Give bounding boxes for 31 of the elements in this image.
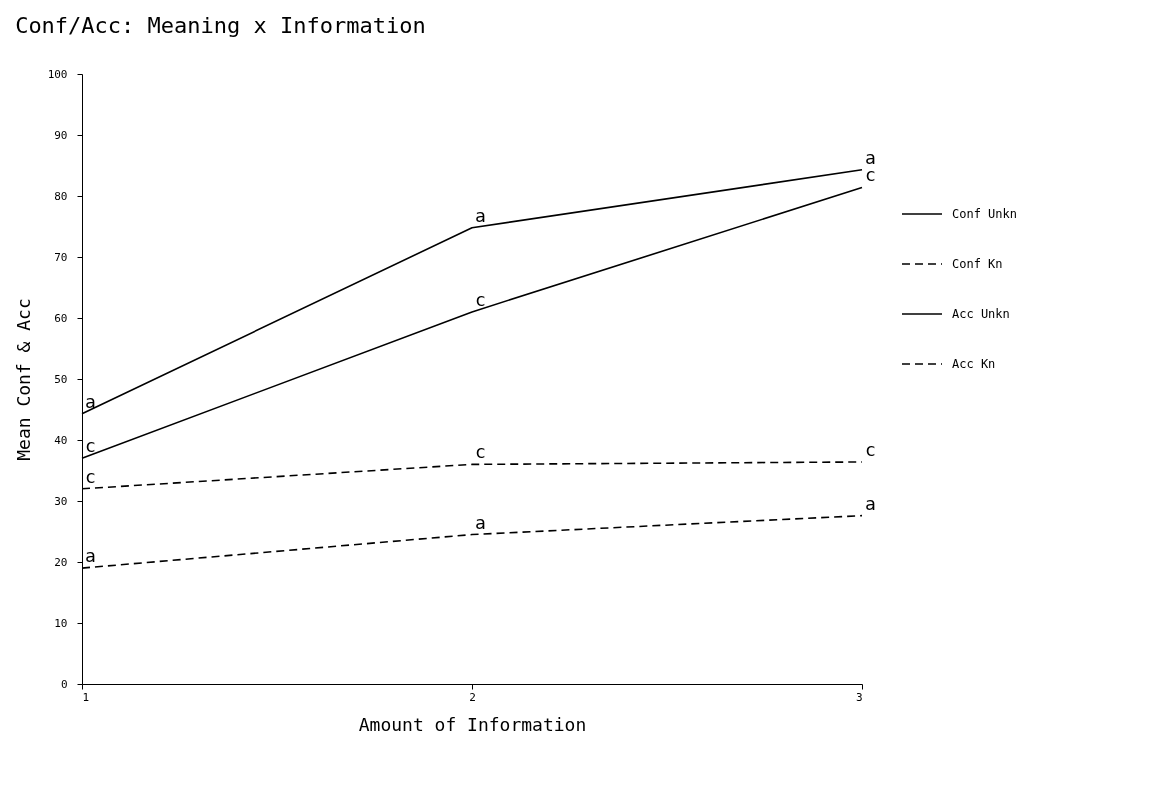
- annotation: c: [475, 288, 486, 310]
- legend-label: Acc Kn: [952, 357, 996, 371]
- y-tick-label: 100: [47, 67, 68, 81]
- y-tick-label: 70: [54, 250, 68, 264]
- y-tick-label: 60: [54, 311, 68, 325]
- annotation: a: [865, 492, 876, 514]
- y-tick-label: 10: [54, 616, 68, 630]
- legend-label: Acc Unkn: [952, 307, 1010, 321]
- annotation: a: [475, 204, 486, 226]
- annotation: a: [85, 545, 96, 567]
- x-tick-label: 1: [82, 690, 90, 704]
- annotation: a: [475, 511, 486, 533]
- y-tick-label: 20: [54, 555, 68, 569]
- y-axis-title: Mean Conf & Acc: [12, 298, 34, 461]
- y-tick-label: 30: [54, 494, 68, 508]
- y-tick-label: 80: [54, 189, 68, 203]
- annotation: c: [865, 438, 876, 460]
- x-axis-title: Amount of Information: [358, 713, 587, 735]
- y-tick-label: 40: [54, 433, 68, 447]
- x-tick-label: 2: [469, 690, 476, 704]
- y-tick-label: 90: [54, 128, 68, 142]
- x-tick-label: 3: [855, 690, 863, 704]
- annotation: c: [475, 441, 486, 463]
- legend-label: Conf Unkn: [952, 207, 1018, 221]
- annotation: c: [85, 465, 96, 487]
- y-tick-label: 50: [54, 372, 68, 386]
- y-tick-label: 0: [60, 677, 68, 691]
- annotation: c: [85, 435, 96, 457]
- legend-label: Conf Kn: [952, 257, 1003, 271]
- annotation: a: [85, 390, 96, 412]
- chart-title: Conf/Acc: Meaning x Information: [15, 13, 426, 38]
